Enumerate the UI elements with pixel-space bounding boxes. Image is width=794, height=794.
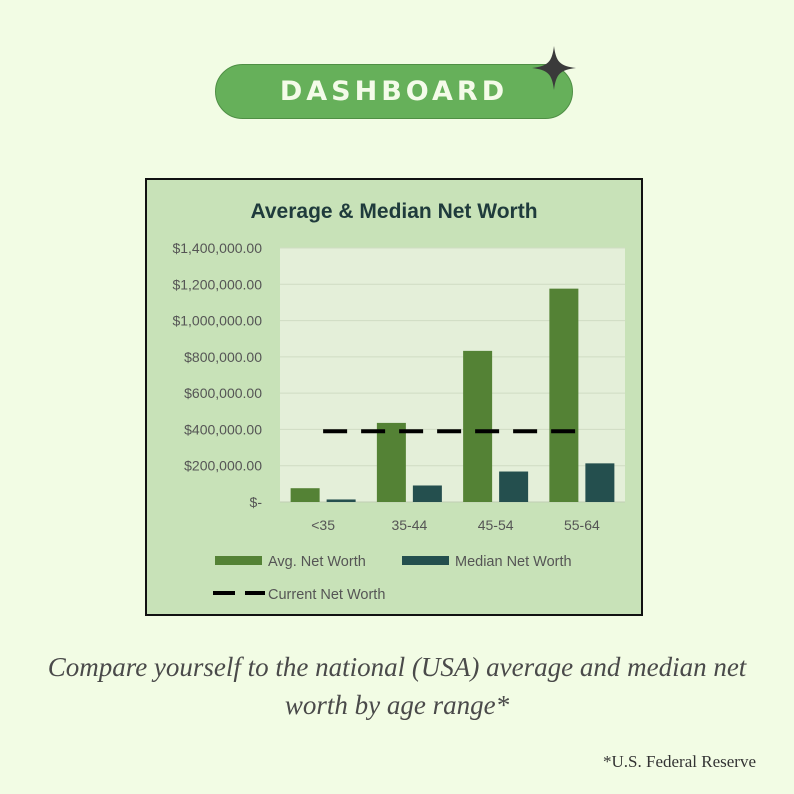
y-tick-label: $1,000,000.00: [172, 313, 262, 329]
x-tick-label: 55-64: [564, 517, 600, 533]
legend-swatch-median: [402, 556, 449, 565]
y-tick-label: $1,400,000.00: [172, 240, 262, 256]
legend-swatch-avg: [215, 556, 262, 565]
x-tick-label: 45-54: [478, 517, 514, 533]
dashboard-header: DASHBOARD: [215, 64, 573, 119]
sparkle-icon: [532, 46, 576, 90]
x-tick-label: <35: [311, 517, 335, 533]
avg-bar: [376, 422, 406, 502]
y-tick-label: $-: [250, 494, 263, 510]
median-bar: [585, 463, 615, 502]
x-tick-label: 35-44: [391, 517, 427, 533]
avg-bar: [549, 288, 579, 502]
chart-title: Average & Median Net Worth: [250, 200, 537, 223]
avg-bar: [463, 350, 493, 502]
dashboard-label: DASHBOARD: [279, 76, 509, 107]
y-tick-label: $200,000.00: [184, 458, 262, 474]
y-tick-label: $800,000.00: [184, 349, 262, 365]
median-bar: [499, 471, 529, 502]
legend-label-avg: Avg. Net Worth: [268, 554, 366, 570]
net-worth-chart: Average & Median Net Worth $- $200,000.00 $…: [172, 200, 625, 603]
y-tick-label: $400,000.00: [184, 421, 262, 437]
source-note: *U.S. Federal Reserve: [603, 752, 756, 771]
chart-frame: Average & Median Net Worth $- $200,000.00 $…: [145, 178, 643, 616]
avg-bar: [290, 488, 320, 502]
y-tick-label: $1,200,000.00: [172, 276, 262, 292]
legend-label-current: Current Net Worth: [268, 587, 385, 603]
y-tick-label: $600,000.00: [184, 385, 262, 401]
median-bar: [412, 485, 442, 502]
caption: Compare yourself to the national (USA) a…: [47, 652, 747, 720]
legend-label-median: Median Net Worth: [455, 554, 572, 570]
median-bar: [326, 499, 356, 502]
